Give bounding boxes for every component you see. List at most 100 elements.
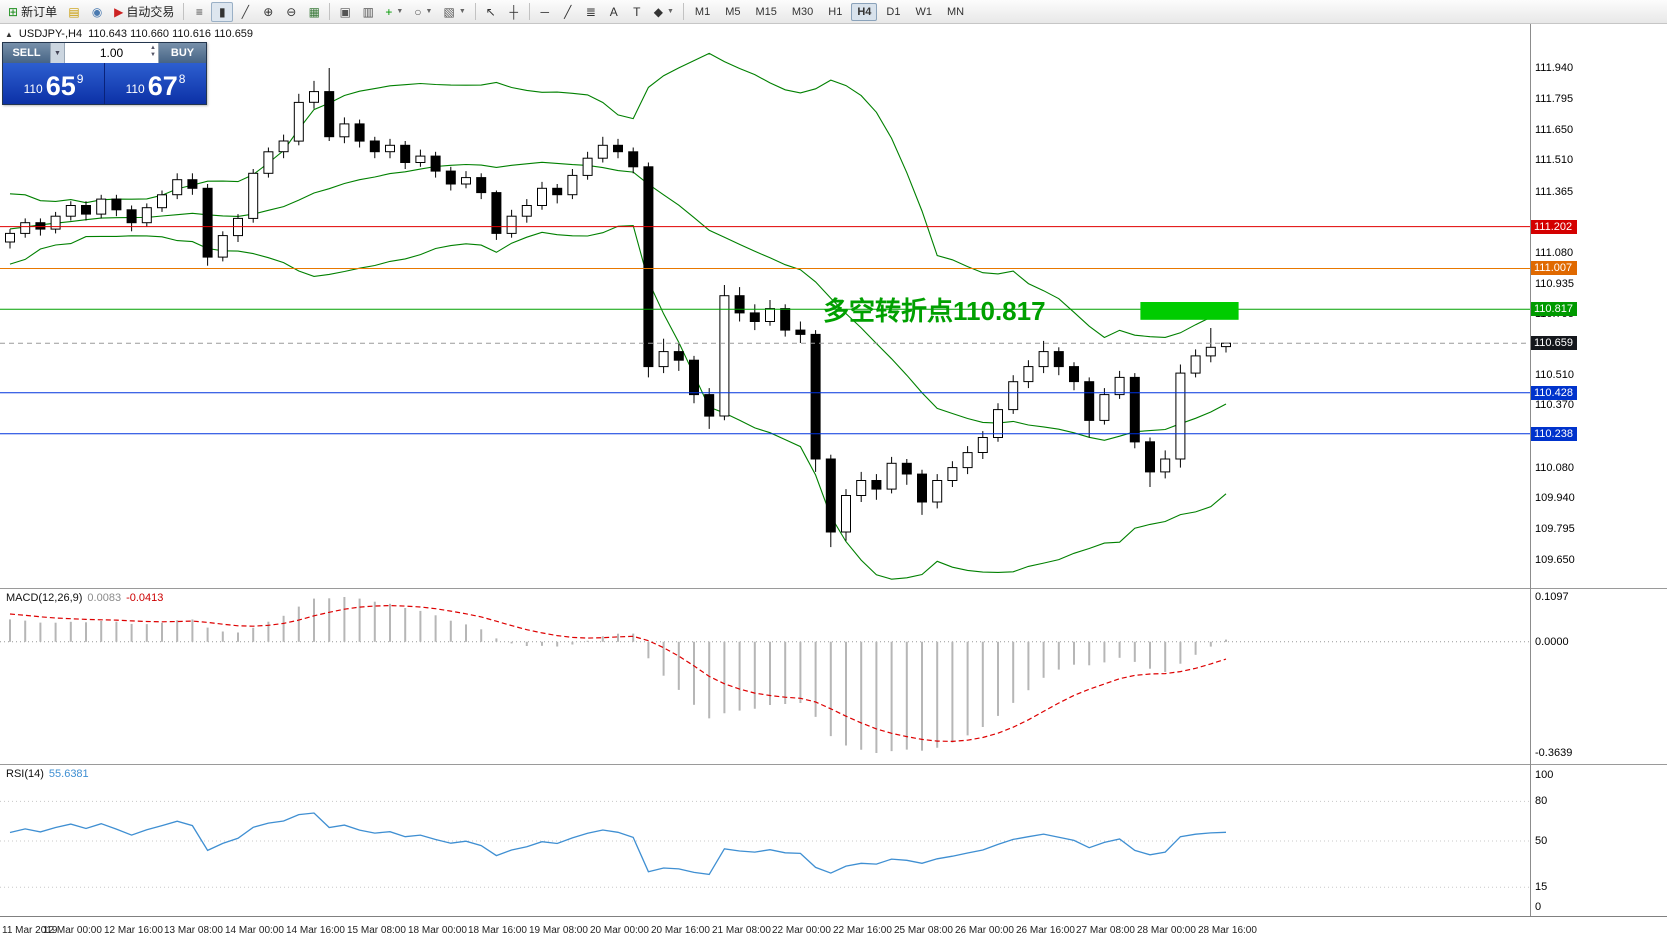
text-tool-button[interactable]: A bbox=[603, 2, 625, 22]
autotrading-button[interactable]: ▶ 自动交易 bbox=[109, 2, 179, 22]
market-watch-button[interactable]: ◉ bbox=[86, 2, 108, 22]
buy-price-pip: 8 bbox=[178, 72, 186, 86]
editor-icon: ▤ bbox=[68, 4, 80, 19]
timeframe-h4-button[interactable]: H4 bbox=[851, 2, 878, 21]
chart-title: ▲ USDJPY-,H4 110.643 110.660 110.616 110… bbox=[5, 28, 253, 40]
rsi-level-label: 0 bbox=[1535, 901, 1542, 913]
time-label: 28 Mar 16:00 bbox=[1198, 925, 1257, 936]
volume-stepper[interactable]: ▲ ▼ bbox=[150, 45, 156, 58]
order-options-dropdown[interactable]: ▼ bbox=[50, 43, 65, 63]
volume-up-icon[interactable]: ▲ bbox=[150, 45, 156, 51]
volume-down-icon[interactable]: ▼ bbox=[150, 52, 156, 58]
chevron-down-icon: ▼ bbox=[396, 8, 404, 15]
volume-input[interactable]: 1.00 ▲ ▼ bbox=[65, 43, 159, 63]
sell-price-button[interactable]: 110 65 9 bbox=[3, 63, 105, 104]
macd-header: MACD(12,26,9) 0.0083 -0.0413 bbox=[6, 592, 163, 604]
toolbar-separator bbox=[183, 3, 185, 20]
tile-windows-button[interactable]: ▦ bbox=[303, 2, 325, 22]
sell-price-pip: 9 bbox=[76, 72, 84, 86]
timeframe-m5-button[interactable]: M5 bbox=[725, 5, 741, 18]
timeframe-m30-button[interactable]: M30 bbox=[791, 5, 814, 18]
templates-button[interactable]: ▧ ▼ bbox=[438, 2, 470, 22]
trendline-tool-button[interactable]: ╱ bbox=[557, 2, 579, 22]
new-order-button[interactable]: ⊞ 新订单 bbox=[3, 2, 62, 22]
crosshair-icon: ┼ bbox=[509, 4, 518, 19]
buy-price-button[interactable]: 110 67 8 bbox=[105, 63, 206, 104]
candlestick-chart-canvas[interactable]: 多空转折点110.817 bbox=[0, 24, 1530, 588]
timeframe-h1-button[interactable]: H1 bbox=[828, 5, 843, 18]
rsi-level-label: 100 bbox=[1535, 769, 1554, 781]
price-badge: 111.202 bbox=[1531, 220, 1577, 234]
shapes-tool-button[interactable]: ◆ ▼ bbox=[649, 2, 679, 22]
indicators-icon: + bbox=[385, 4, 393, 19]
timeframe-m15-button[interactable]: M15 bbox=[755, 5, 777, 18]
toolbar-separator bbox=[474, 3, 476, 20]
toolbar: ⊞ 新订单 ▤ ◉ ▶ 自动交易 ≡ ▮ ╱ ⊕ ⊖ ▦ ▣ ▥ + ▼ ○ ▼ ▧ ▼ ↖ ┼ ─ ╱ ≣ A T ◆ ▼ M1 M5 M1… bbox=[0, 0, 1667, 24]
sell-price-main: 110 bbox=[23, 82, 43, 96]
time-label: 25 Mar 08:00 bbox=[894, 925, 953, 936]
sell-header-button[interactable]: SELL bbox=[3, 43, 50, 63]
time-axis[interactable]: 11 Mar 2019 12 Mar 00:00 12 Mar 16:00 13 Ma… bbox=[0, 916, 1667, 948]
symbol-marker-icon: ▲ bbox=[5, 29, 13, 39]
zoom-out-icon: ⊖ bbox=[286, 4, 297, 19]
rsi-level-label: 80 bbox=[1535, 795, 1548, 807]
time-label: 22 Mar 00:00 bbox=[772, 925, 831, 936]
chart-symbol-label: USDJPY-,H4 bbox=[18, 28, 83, 40]
price-tick: 109.795 bbox=[1535, 523, 1575, 535]
timeframe-w1-button[interactable]: W1 bbox=[915, 5, 932, 18]
rsi-chart-canvas bbox=[0, 800, 1530, 888]
trade-panel-prices: 110 65 9 110 67 8 bbox=[3, 63, 206, 104]
text-tool-icon: A bbox=[609, 4, 618, 19]
bars-chart-icon: ≡ bbox=[195, 4, 203, 19]
chevron-down-icon: ▼ bbox=[458, 8, 466, 15]
line-chart-type-button[interactable]: ╱ bbox=[234, 2, 256, 22]
zoom-out-button[interactable]: ⊖ bbox=[280, 2, 302, 22]
time-label: 12 Mar 16:00 bbox=[104, 925, 163, 936]
hline-tool-button[interactable]: ─ bbox=[534, 2, 556, 22]
new-order-icon: ⊞ bbox=[8, 4, 19, 19]
label-tool-button[interactable]: T bbox=[626, 2, 648, 22]
timeframe-d1-button[interactable]: D1 bbox=[886, 5, 901, 18]
price-tick: 111.795 bbox=[1535, 93, 1574, 105]
main-chart-panel[interactable]: 多空转折点110.817 ▲ USDJPY-,H4 110.643 110.66… bbox=[0, 24, 1667, 588]
macd-min-label: -0.3639 bbox=[1535, 747, 1573, 759]
timeframe-m1-button[interactable]: M1 bbox=[694, 5, 711, 18]
bar-chart-type-button[interactable]: ≡ bbox=[188, 2, 210, 22]
cascade-windows-icon: ▣ bbox=[339, 4, 351, 19]
price-badge: 110.659 bbox=[1531, 336, 1577, 350]
price-badge: 111.007 bbox=[1531, 261, 1577, 275]
buy-header-button[interactable]: BUY bbox=[159, 43, 206, 63]
price-badge: 110.817 bbox=[1531, 302, 1577, 316]
label-tool-icon: T bbox=[633, 4, 641, 19]
rsi-level-label: 15 bbox=[1535, 881, 1548, 893]
arrange-windows-button[interactable]: ▥ bbox=[357, 2, 379, 22]
arrange-windows-icon: ▥ bbox=[362, 4, 374, 19]
new-order-button-label: 新订单 bbox=[21, 5, 58, 19]
macd-panel[interactable]: MACD(12,26,9) 0.0083 -0.0413 0.1097 0.000… bbox=[0, 588, 1667, 764]
fibonacci-tool-button[interactable]: ≣ bbox=[580, 2, 602, 22]
time-label: 18 Mar 00:00 bbox=[408, 925, 467, 936]
toolbar-separator bbox=[682, 3, 684, 20]
cursor-icon: ↖ bbox=[485, 4, 496, 19]
buy-price-big: 67 bbox=[147, 71, 178, 101]
indicators-button[interactable]: + ▼ bbox=[380, 2, 408, 22]
crosshair-button[interactable]: ┼ bbox=[503, 2, 525, 22]
price-tick: 111.365 bbox=[1535, 186, 1574, 198]
time-label: 14 Mar 00:00 bbox=[225, 925, 284, 936]
periods-icon: ○ bbox=[414, 4, 422, 19]
cursor-button[interactable]: ↖ bbox=[480, 2, 502, 22]
metaeditor-button[interactable]: ▤ bbox=[63, 2, 85, 22]
zoom-in-button[interactable]: ⊕ bbox=[257, 2, 279, 22]
rsi-panel[interactable]: RSI(14) 55.6381 100 80 50 15 0 bbox=[0, 764, 1667, 916]
time-label: 27 Mar 08:00 bbox=[1076, 925, 1135, 936]
candlestick-chart-type-button[interactable]: ▮ bbox=[211, 1, 234, 22]
zoom-in-icon: ⊕ bbox=[263, 4, 274, 19]
time-label: 26 Mar 00:00 bbox=[955, 925, 1014, 936]
timeframe-mn-button[interactable]: MN bbox=[946, 5, 965, 18]
periods-button[interactable]: ○ ▼ bbox=[409, 2, 437, 22]
trade-panel-header: SELL ▼ 1.00 ▲ ▼ BUY bbox=[3, 43, 206, 63]
price-tick: 111.510 bbox=[1535, 154, 1574, 166]
price-tick: 110.370 bbox=[1535, 399, 1574, 411]
time-label: 21 Mar 08:00 bbox=[712, 925, 771, 936]
cascade-windows-button[interactable]: ▣ bbox=[334, 2, 356, 22]
